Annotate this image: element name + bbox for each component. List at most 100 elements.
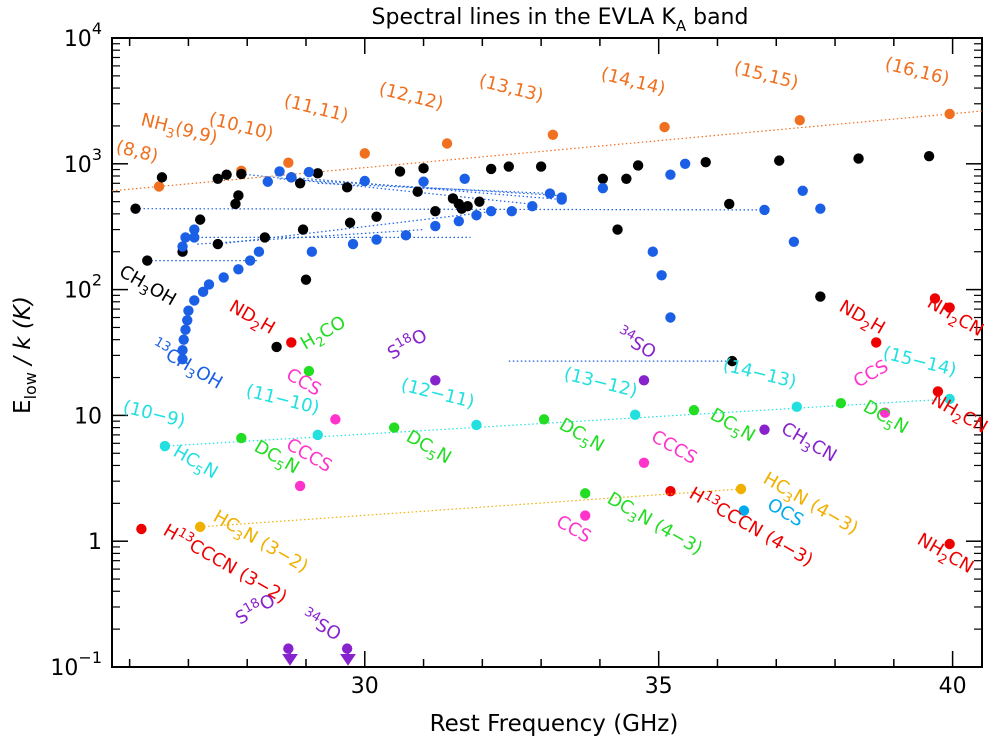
data-point-ch3oh — [430, 205, 441, 217]
data-point-ch3oh — [221, 169, 232, 180]
data-point-ch3oh — [462, 201, 473, 212]
data-point-dc5n — [538, 414, 550, 425]
label-nh3-1313: (13,13) — [477, 70, 546, 106]
y-tick-label: 10 — [74, 404, 102, 429]
data-point-ch3oh — [130, 203, 141, 214]
annotations: NH3(9,9) (8,8) (10,10) (11,11) (12,12) (… — [114, 53, 991, 645]
data-point-ch3oh — [371, 211, 382, 222]
data-point-nh3 — [153, 181, 165, 192]
data-point-13ch3oh — [647, 246, 659, 257]
data-point-purple — [638, 375, 650, 386]
data-point-ch3oh — [194, 214, 206, 225]
label-hc5n-1312: (13−12) — [562, 363, 640, 402]
data-point-13ch3oh — [180, 232, 191, 243]
data-point-ch3oh — [597, 173, 609, 184]
data-point-nh3 — [547, 129, 559, 141]
data-point-ch3oh — [923, 150, 935, 162]
data-point-nh3 — [283, 157, 294, 168]
trend-line-hc5n — [164, 398, 950, 447]
data-point-13ch3oh — [788, 236, 800, 247]
data-point-ch3oh — [341, 182, 353, 193]
data-point-ch3oh — [815, 291, 826, 302]
data-point-red — [929, 293, 941, 304]
data-point-13ch3oh — [182, 315, 193, 326]
trend-line-nh3 — [111, 110, 983, 192]
data-point-13ch3oh — [303, 166, 315, 178]
data-point-ccs — [879, 407, 891, 418]
data-point-13ch3oh — [189, 232, 200, 243]
data-point-ch3oh — [535, 161, 547, 172]
data-point-13ch3oh — [815, 203, 826, 214]
data-point-13ch3oh — [679, 158, 691, 169]
label-nh3-1010: (10,10) — [207, 108, 276, 144]
data-point-hc5n — [629, 409, 641, 421]
data-point-13ch3oh — [203, 279, 215, 290]
data-point-ch3oh — [294, 178, 306, 189]
data-point-ch3oh — [300, 274, 312, 285]
data-point-nh3 — [944, 108, 955, 120]
data-points — [111, 108, 983, 654]
data-point-13ch3oh — [233, 264, 244, 275]
dotted-link — [197, 228, 424, 245]
data-point-13ch3oh — [286, 172, 297, 183]
data-point-hc3n — [735, 483, 747, 495]
data-point-nh3 — [794, 115, 805, 126]
data-point-red — [665, 485, 676, 497]
data-point-13ch3oh — [656, 270, 667, 281]
label-hc5n: HC5N — [168, 441, 222, 487]
label-dc5n-4: DC5N — [705, 404, 759, 450]
data-point-ccs — [580, 510, 591, 521]
data-point-ch3oh — [233, 190, 244, 201]
data-point-ch3oh — [418, 163, 429, 174]
label-nd2h-right: ND2H — [834, 296, 889, 342]
data-point-13ch3oh — [244, 255, 256, 266]
dotted-link — [217, 210, 495, 245]
data-point-ch3oh — [394, 166, 406, 177]
data-point-13ch3oh — [544, 188, 556, 199]
data-point-13ch3oh — [359, 175, 370, 187]
data-point-ch3oh — [724, 198, 735, 210]
data-point-ch3oh — [612, 224, 623, 235]
dotted-link — [317, 182, 553, 195]
data-point-13ch3oh — [371, 234, 382, 245]
data-point-ch3oh — [773, 155, 785, 166]
data-point-nh3 — [359, 148, 370, 159]
data-point-red — [944, 538, 955, 550]
data-point-13ch3oh — [189, 224, 200, 235]
data-point-13ch3oh — [178, 334, 189, 345]
y-tick-label: 102 — [64, 271, 102, 304]
data-point-13ch3oh — [262, 176, 273, 187]
data-point-13ch3oh — [759, 204, 770, 216]
label-34so-lower: 34SO — [298, 604, 346, 645]
label-h2co: H2CO — [297, 312, 352, 358]
upper-limit-arrows — [282, 647, 356, 666]
x-tick-label: 40 — [939, 674, 967, 699]
data-point-ch3oh — [621, 173, 632, 184]
data-point-13ch3oh — [485, 205, 497, 217]
data-point-13ch3oh — [430, 220, 441, 232]
data-point-13ch3oh — [665, 312, 676, 323]
data-point-13ch3oh — [527, 201, 538, 212]
data-point-13ch3oh — [177, 353, 188, 365]
data-point-ch3oh — [297, 224, 309, 235]
dotted-link — [241, 173, 530, 205]
data-point-ch3oh — [156, 172, 168, 183]
label-nh3-1111: (11,11) — [282, 90, 351, 126]
label-ch3oh: CH3OH — [114, 261, 180, 314]
data-point-13ch3oh — [797, 185, 808, 197]
data-point-purple — [759, 424, 770, 435]
data-point-13ch3oh — [218, 272, 229, 283]
data-point-ch3oh — [259, 232, 271, 243]
data-point-13ch3oh — [180, 324, 191, 335]
dotted-link — [135, 208, 765, 211]
data-point-13ch3oh — [197, 286, 209, 298]
arrowhead-34so — [340, 654, 356, 666]
data-point-ch3oh — [853, 153, 864, 164]
data-point-ch3oh — [212, 238, 224, 250]
data-point-13ch3oh — [400, 230, 412, 241]
data-point-13ch3oh — [556, 194, 567, 205]
x-tick-label: 35 — [645, 674, 673, 699]
data-point-ch3oh — [312, 168, 323, 179]
data-point-ch3oh — [700, 156, 711, 168]
